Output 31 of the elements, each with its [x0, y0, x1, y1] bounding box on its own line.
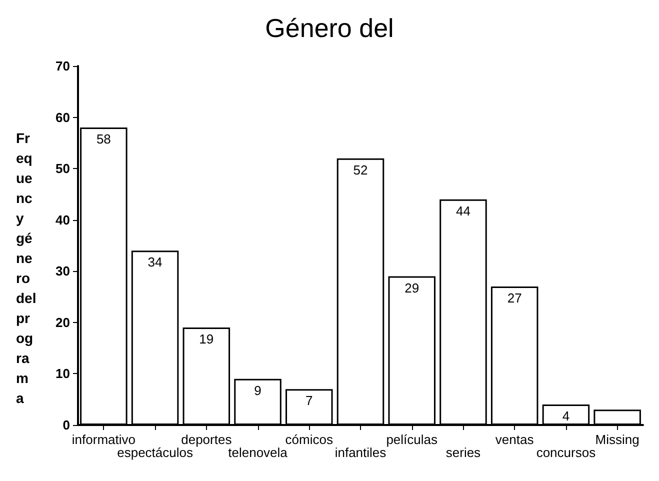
y-tick-label: 40 [56, 212, 70, 228]
data-label: 29 [404, 280, 420, 296]
x-tick-label: cómicos [285, 432, 334, 447]
x-tick-label: infantiles [334, 445, 387, 460]
y-tick-label: 70 [56, 58, 70, 74]
x-tick-label: películas [386, 432, 438, 447]
y-tick-label: 30 [56, 264, 70, 279]
x-tick-label: informativo [72, 432, 136, 447]
data-label: 9 [254, 382, 262, 398]
data-label: 7 [306, 393, 313, 408]
data-label: 58 [96, 132, 111, 147]
text: Fr eq ue nc y gé ne ro del pr og ra m a [16, 130, 36, 406]
x-tick-label: ventas [495, 432, 534, 447]
y-tick-label: 10 [56, 366, 70, 382]
y-tick-label: 60 [56, 110, 70, 125]
data-label: 44 [456, 203, 470, 218]
x-tick-label: telenovela [228, 445, 288, 460]
chart-title: Género del [265, 13, 394, 43]
x-tick-label: series [446, 445, 482, 460]
data-label: 4 [562, 408, 570, 424]
x-tick-label: Missing [595, 432, 640, 447]
x-tick-label: deportes [181, 432, 232, 447]
x-tick-label: espectáculos [117, 445, 194, 460]
data-label: 34 [148, 254, 162, 270]
y-tick-label: 20 [56, 314, 70, 330]
data-label: 27 [507, 290, 522, 306]
y-tick-label: 0 [62, 418, 70, 432]
data-label: 52 [353, 162, 368, 178]
y-tick-label: 50 [56, 161, 70, 176]
x-tick-label: concursos [536, 445, 596, 460]
data-label: 19 [199, 332, 214, 347]
